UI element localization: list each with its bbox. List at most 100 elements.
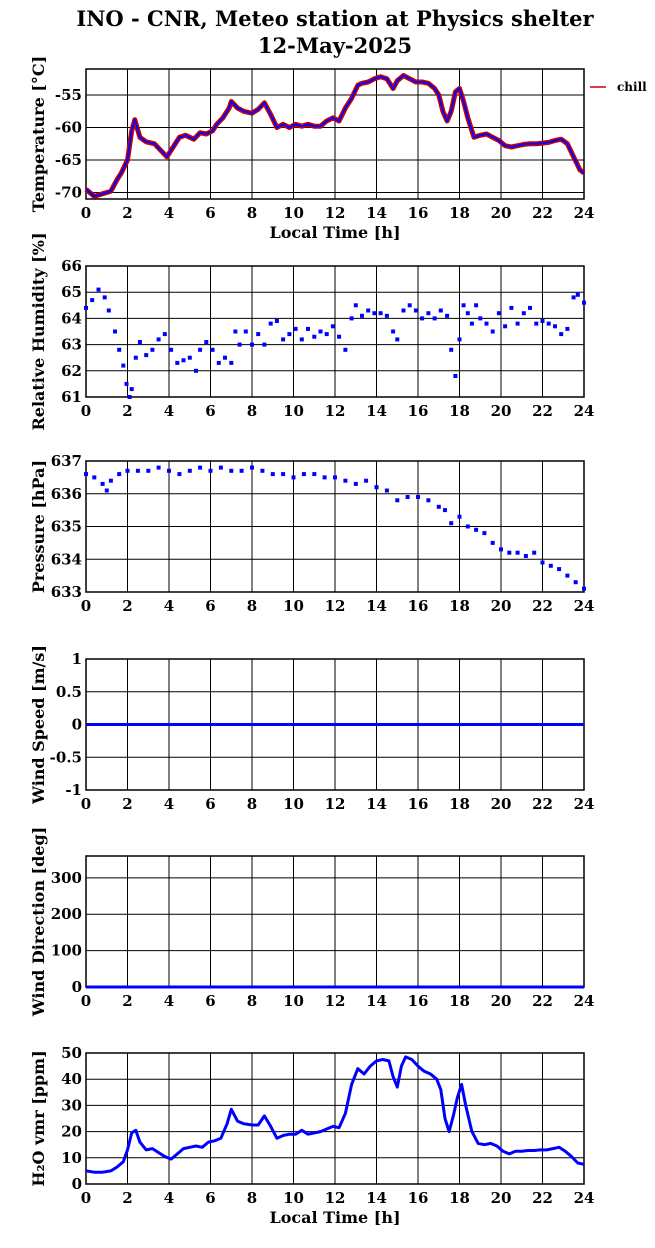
data-point <box>117 472 122 477</box>
data-point <box>353 303 358 308</box>
x-tick-label: 4 <box>164 597 174 615</box>
x-tick-label: 0 <box>81 1189 91 1207</box>
x-tick-label: 10 <box>283 204 304 222</box>
plot-frame <box>85 460 585 593</box>
data-point <box>127 395 132 399</box>
data-point <box>546 321 551 326</box>
data-point <box>106 308 111 313</box>
data-point <box>457 337 462 342</box>
x-tick-label: 24 <box>574 402 595 420</box>
data-point <box>426 311 431 316</box>
y-axis-label: Wind Speed [m/s] <box>29 645 48 805</box>
data-point <box>401 308 406 313</box>
x-tick-label: 18 <box>449 402 470 420</box>
x-tick-label: 10 <box>283 402 304 420</box>
data-point <box>575 292 580 297</box>
x-tick-label: 8 <box>247 992 257 1010</box>
data-point <box>281 337 286 342</box>
temperature-line <box>85 74 585 198</box>
data-point <box>378 311 383 316</box>
y-tick-label: 40 <box>61 1070 82 1088</box>
y-tick-label: 20 <box>61 1123 82 1141</box>
data-point <box>84 305 88 310</box>
x-tick-label: 20 <box>491 795 512 813</box>
data-point <box>553 324 557 329</box>
data-point <box>534 321 539 326</box>
data-point <box>523 554 528 558</box>
x-tick-label: 16 <box>408 992 429 1010</box>
plot-frame <box>85 265 585 398</box>
x-tick-label: 24 <box>574 795 595 813</box>
data-point <box>156 337 161 342</box>
data-point <box>333 475 337 480</box>
panel-1: 0 2 4 6 8 10 12 14 16 18 20 22 24-70-65-60-55Tempera… <box>29 56 647 242</box>
data-point <box>223 355 227 360</box>
x-tick-label: 2 <box>122 1189 132 1207</box>
y-axis-label: Temperature [°C] <box>29 56 48 212</box>
data-point <box>453 374 458 378</box>
data-point <box>270 472 275 477</box>
y-tick-label: -0.5 <box>50 748 82 766</box>
data-point <box>432 316 437 321</box>
data-point <box>208 468 213 473</box>
data-point <box>301 472 306 477</box>
y-tick-label: 50 <box>61 1044 82 1062</box>
y-tick-label: 0 <box>72 716 82 734</box>
x-tick-label: 10 <box>283 795 304 813</box>
data-point <box>515 321 520 326</box>
data-point <box>281 472 286 477</box>
data-point <box>135 468 140 473</box>
x-tick-label: 6 <box>205 795 215 813</box>
x-tick-label: 6 <box>205 402 215 420</box>
y-tick-label: 0.5 <box>56 683 82 701</box>
data-point <box>582 586 586 591</box>
x-tick-label: 14 <box>366 597 387 615</box>
y-axis-label: H₂O vmr [ppm] <box>29 1050 48 1186</box>
data-point <box>312 472 317 477</box>
data-point <box>391 329 396 334</box>
x-tick-label: 20 <box>491 402 512 420</box>
x-tick-label: 14 <box>366 992 387 1010</box>
data-point <box>540 560 545 565</box>
data-point <box>274 319 279 323</box>
data-point <box>117 347 122 352</box>
x-tick-label: 6 <box>205 992 215 1010</box>
x-tick-label: 22 <box>532 992 553 1010</box>
data-point <box>198 465 203 470</box>
data-point <box>436 504 441 509</box>
data-point <box>260 468 265 473</box>
data-point <box>540 319 545 323</box>
data-point <box>469 321 474 326</box>
data-point <box>291 475 296 480</box>
data-point <box>306 326 310 331</box>
x-tick-label: 16 <box>408 795 429 813</box>
x-tick-label: 20 <box>491 204 512 222</box>
data-point <box>465 524 470 529</box>
x-tick-label: 8 <box>247 597 257 615</box>
y-tick-label: 200 <box>51 905 82 923</box>
chart-title: INO - CNR, Meteo station at Physics shel… <box>76 6 594 31</box>
y-axis-label: Relative Humidity [%] <box>29 232 48 430</box>
y-tick-label: 100 <box>51 942 82 960</box>
data-point <box>582 300 586 305</box>
data-point <box>420 316 425 321</box>
data-point <box>559 332 564 337</box>
x-tick-label: 10 <box>283 597 304 615</box>
data-point <box>528 305 532 310</box>
data-point <box>449 347 454 352</box>
data-point <box>565 573 570 578</box>
plot-frame <box>85 1052 585 1185</box>
y-tick-label: 63 <box>61 336 82 354</box>
data-point <box>407 303 412 308</box>
x-tick-label: 20 <box>491 597 512 615</box>
data-point <box>318 329 323 334</box>
panel-2: 0 2 4 6 8 10 12 14 16 18 20 22 24616263646566Relativ… <box>29 232 594 430</box>
x-tick-label: 18 <box>449 795 470 813</box>
data-point <box>175 360 180 365</box>
data-point <box>573 580 578 585</box>
data-point <box>364 478 369 483</box>
data-point <box>187 355 192 360</box>
data-point <box>187 468 192 473</box>
x-tick-label: 10 <box>283 1189 304 1207</box>
y-tick-label: 637 <box>51 452 82 470</box>
